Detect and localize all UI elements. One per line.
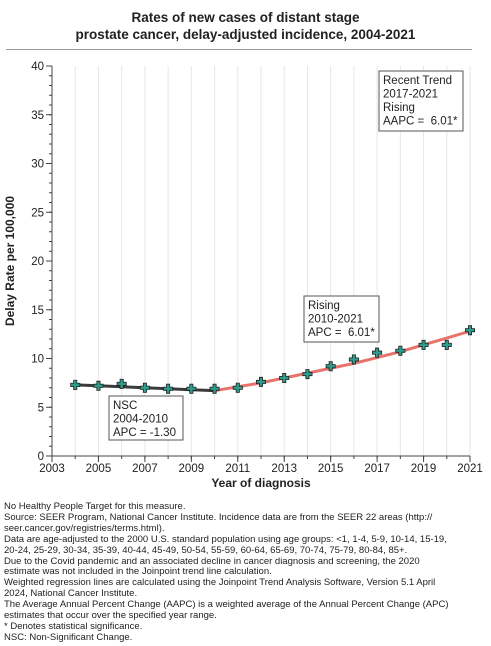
chart-title-line-2: prostate cancer, delay-adjusted incidenc…	[75, 27, 416, 42]
y-tick-label: 5	[38, 402, 44, 414]
x-tick-label: 2019	[411, 463, 437, 475]
data-point-marker	[232, 382, 243, 393]
annotation-line: Recent Trend	[383, 75, 452, 87]
chart-title: Rates of new cases of distant stage pros…	[0, 9, 491, 43]
chart-title-line-1: Rates of new cases of distant stage	[131, 10, 360, 25]
y-tick-label: 0	[38, 451, 44, 463]
y-tick-label: 35	[31, 110, 44, 122]
footnote-line: 2024, National Cancer Institute.	[4, 588, 138, 600]
y-tick-label: 15	[31, 305, 44, 317]
data-point-marker	[116, 378, 127, 389]
trend-lines	[73, 329, 472, 393]
observed-markers	[70, 325, 475, 394]
y-tick-label: 25	[31, 207, 44, 219]
annotation-line: APC = -1.30	[113, 427, 176, 439]
data-point-marker	[255, 376, 266, 387]
data-point-marker	[302, 369, 313, 380]
annotation-box	[108, 395, 184, 441]
y-tick-label: 10	[31, 354, 44, 366]
footnote-line: Data are age-adjusted to the 2000 U.S. s…	[4, 533, 447, 545]
annotation-line: AAPC = 6.01*	[383, 116, 458, 128]
y-axis-label: Delay Rate per 100,000	[3, 196, 17, 326]
footnote-line: NSC: Non-Significant Change.	[4, 631, 133, 643]
footnote-line: estimate was not included in the Joinpoi…	[4, 566, 272, 578]
footnote-line: 20-24, 25-29, 30-34, 35-39, 40-44, 45-49…	[4, 544, 408, 556]
annotation-line: Rising	[383, 102, 415, 114]
footnote-line: Due to the Covid pandemic and an associa…	[4, 555, 420, 567]
x-axis-label: Year of diagnosis	[211, 476, 311, 490]
footnote-line: No Healthy People Target for this measur…	[4, 501, 186, 512]
x-tick-label: 2011	[225, 463, 250, 475]
data-point-marker	[465, 325, 475, 336]
y-tick-label: 20	[31, 256, 44, 268]
data-point-marker	[348, 354, 359, 365]
footnotes: No Healthy People Target for this measur…	[4, 501, 488, 644]
x-tick-label: 2009	[179, 463, 205, 475]
footnote-line: The Average Annual Percent Change (AAPC)…	[4, 599, 449, 611]
annotation-box	[378, 70, 464, 132]
x-tick-label: 2007	[132, 463, 158, 475]
data-point-marker	[372, 347, 383, 358]
x-tick-label: 2003	[39, 463, 65, 475]
data-point-marker	[209, 383, 220, 394]
annotation-line: NSC	[113, 400, 137, 412]
data-point-marker	[93, 380, 104, 391]
x-axis-ticks: 2003 2005 2007 2009 2011 2013 2015 2017 2019 2021	[39, 456, 483, 475]
data-point-marker	[441, 339, 452, 350]
incidence-line-chart: 2003 2005 2007 2009 2011 2013 2015 2017 2019 2021…	[3, 61, 483, 490]
x-tick-label: 2017	[364, 463, 390, 475]
footnote-line: Weighted regression lines are calculated…	[4, 577, 436, 589]
y-tick-label: 40	[31, 61, 44, 73]
footnote-line: seer.cancer.gov/registries/terms.html).	[4, 522, 165, 534]
annotation-line: Rising	[308, 300, 340, 312]
data-point-marker	[418, 339, 429, 350]
footnote-line: * Denotes statistical significance.	[4, 620, 143, 632]
title-divider	[6, 49, 472, 50]
data-point-marker	[163, 383, 174, 394]
x-tick-label: 2005	[86, 463, 112, 475]
x-tick-label: 2021	[457, 463, 483, 475]
footnote-line: estimates that occur over the specified …	[4, 610, 217, 622]
data-point-marker	[279, 373, 290, 383]
data-point-marker	[70, 379, 81, 390]
footnote-line: Source: SEER Program, National Cancer In…	[4, 511, 433, 523]
data-point-marker	[139, 382, 150, 393]
annotation-line: 2010-2021	[308, 314, 363, 326]
x-tick-label: 2013	[271, 463, 297, 475]
y-axis-ticks: 0 5 10 15 20 25 30 35 40	[31, 61, 52, 463]
annotation-box	[303, 295, 380, 343]
y-tick-label: 30	[31, 159, 44, 171]
annotation-line: 2004-2010	[113, 414, 168, 426]
annotation-line: 2017-2021	[383, 89, 438, 101]
data-point-marker	[395, 345, 406, 356]
data-point-marker	[325, 361, 336, 372]
x-tick-label: 2015	[318, 463, 344, 475]
grid-lines	[51, 66, 471, 456]
data-point-marker	[186, 383, 197, 394]
annotation-line: APC = 6.01*	[308, 327, 375, 339]
